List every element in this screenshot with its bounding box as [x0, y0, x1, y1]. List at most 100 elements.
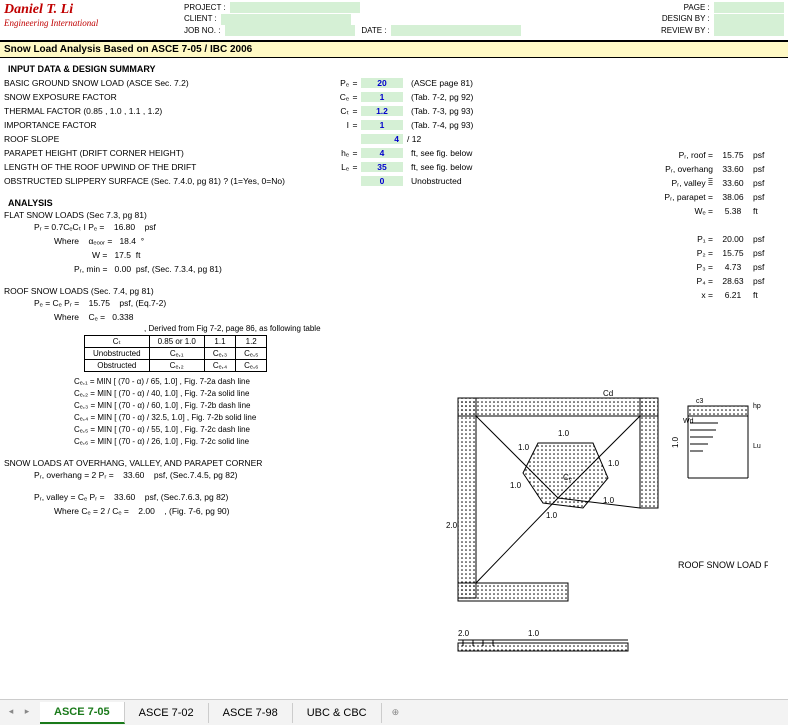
- result-row: Pᵣ, overhang =33.60psf: [658, 164, 778, 178]
- oh-l1: Pᵣ, overhang = 2 Pᵣ =: [34, 470, 114, 480]
- result-unit: psf: [753, 262, 778, 276]
- input-row: SNOW EXPOSURE FACTORCₑ=1(Tab. 7-2, pg 92…: [4, 90, 784, 104]
- tab-asce-7-02[interactable]: ASCE 7-02: [125, 703, 209, 723]
- oh-u2: psf, (Sec.7.6.3, pg 82): [145, 492, 229, 502]
- project-input[interactable]: [230, 2, 360, 13]
- table-cell: Cₑ,₄: [204, 360, 235, 372]
- result-row: x =6.21ft: [658, 290, 778, 304]
- result-unit: psf: [753, 234, 778, 248]
- result-val: 33.60: [713, 164, 753, 178]
- tab-ubc-cbc[interactable]: UBC & CBC: [293, 703, 382, 723]
- svg-text:1.0: 1.0: [518, 443, 530, 452]
- brand-sub: Engineering International: [4, 18, 184, 28]
- results-column: Pᵣ, roof =15.75psfPᵣ, overhang =33.60psf…: [658, 150, 778, 304]
- svg-text:Lu: Lu: [753, 443, 761, 450]
- result-val: 4.73: [713, 262, 753, 276]
- review-input[interactable]: [714, 25, 784, 36]
- flat-wu: ft: [136, 250, 141, 260]
- project-label: PROJECT :: [184, 3, 226, 12]
- input-value[interactable]: 20: [361, 78, 403, 88]
- page-label: PAGE :: [684, 3, 710, 12]
- oh-v3: 2.00: [138, 506, 155, 516]
- flat-av: 18.4: [119, 236, 136, 246]
- input-row: IMPORTANCE FACTORI=1(Tab. 7-4, pg 93): [4, 118, 784, 132]
- add-sheet-icon[interactable]: ⊕: [382, 703, 410, 722]
- input-label: PARAPET HEIGHT (DRIFT CORNER HEIGHT): [4, 148, 314, 158]
- table-cell: 1.1: [204, 336, 235, 348]
- title-bar: Snow Load Analysis Based on ASCE 7-05 / …: [0, 40, 788, 58]
- roof-where: Where: [54, 312, 79, 322]
- formula-line: Cₑ,₁ = MIN [ (70 - α) / 65, 1.0] , Fig. …: [74, 376, 784, 388]
- result-sym: Pᵣ, overhang =: [658, 164, 713, 178]
- input-label: OBSTRUCTED SLIPPERY SURFACE (Sec. 7.4.0,…: [4, 176, 314, 186]
- result-val: [713, 220, 753, 234]
- table-cell: Unobstructed: [85, 348, 150, 360]
- flat-where: Where: [54, 236, 79, 246]
- result-sym: P₄ =: [658, 276, 713, 290]
- date-label: DATE :: [361, 26, 386, 35]
- client-label: CLIENT :: [184, 14, 217, 23]
- svg-text:Cd: Cd: [603, 389, 613, 398]
- result-val: 20.00: [713, 234, 753, 248]
- flat-w: W =: [92, 250, 107, 260]
- tab-asce-7-05[interactable]: ASCE 7-05: [40, 702, 125, 724]
- result-val: 15.75: [713, 150, 753, 164]
- flat-wv: 17.5: [114, 250, 131, 260]
- result-unit: psf: [753, 178, 778, 192]
- input-label: THERMAL FACTOR (0.85 , 1.0 , 1.1 , 1.2): [4, 106, 314, 116]
- input-value[interactable]: 35: [361, 162, 403, 172]
- result-val: 33.60: [713, 178, 753, 192]
- result-row: [658, 220, 778, 234]
- input-value[interactable]: 0: [361, 176, 403, 186]
- result-sym: P₃ =: [658, 262, 713, 276]
- input-label: BASIC GROUND SNOW LOAD (ASCE Sec. 7.2): [4, 78, 314, 88]
- design-input[interactable]: [714, 14, 784, 25]
- svg-text:c3: c3: [696, 398, 704, 405]
- roof-unit: psf, (Eq.7-2): [119, 298, 166, 308]
- result-val: 15.75: [713, 248, 753, 262]
- result-sym: Pᵣ, parapet =: [658, 192, 713, 206]
- meta-right: PAGE : DESIGN BY : REVIEW BY :: [661, 2, 784, 36]
- result-val: 6.21: [713, 290, 753, 304]
- date-input[interactable]: [391, 25, 521, 36]
- result-sym: Pᵣ, valley =: [658, 178, 713, 192]
- svg-text:1.0: 1.0: [671, 436, 680, 448]
- roof-slope-row: ROOF SLOPE 4 / 12: [4, 132, 784, 146]
- svg-text:2.0: 2.0: [446, 521, 458, 530]
- input-section-head: INPUT DATA & DESIGN SUMMARY: [4, 58, 784, 76]
- table-cell: Cₑ,₅: [236, 348, 267, 360]
- review-label: REVIEW BY :: [661, 26, 710, 35]
- page-input[interactable]: [714, 2, 784, 13]
- input-sym: Cₜ: [314, 106, 349, 117]
- roof-slope-label: ROOF SLOPE: [4, 134, 314, 144]
- slope-num[interactable]: 4: [361, 134, 403, 144]
- roof-val: 15.75: [89, 298, 110, 308]
- result-row: Pᵣ, parapet =38.06psf: [658, 192, 778, 206]
- flat-unit: psf: [145, 222, 156, 232]
- result-sym: Wₑ =: [658, 206, 713, 220]
- tab-asce-7-98[interactable]: ASCE 7-98: [209, 703, 293, 723]
- jobno-input[interactable]: [225, 25, 355, 36]
- input-note: (ASCE page 81): [411, 78, 473, 88]
- input-value[interactable]: 1: [361, 92, 403, 102]
- svg-text:1.0: 1.0: [528, 629, 540, 638]
- brand: Daniel T. Li Engineering International: [4, 2, 184, 28]
- flat-eq: Pᵣ = 0.7CₑCₜ I Pₑ =: [34, 222, 104, 233]
- input-value[interactable]: 1: [361, 120, 403, 130]
- header: Daniel T. Li Engineering International P…: [0, 0, 788, 38]
- client-input[interactable]: [221, 14, 351, 25]
- input-value[interactable]: 4: [361, 148, 403, 158]
- result-row: Wₑ =5.38ft: [658, 206, 778, 220]
- flat-pminv: 0.00: [115, 264, 132, 274]
- table-cell: Cₑ,₂: [149, 360, 204, 372]
- input-value[interactable]: 1.2: [361, 106, 403, 116]
- roof-eq: Pₑ = Cₑ Pᵣ =: [34, 298, 79, 308]
- flat-a: αₑₒₒᵣ =: [89, 236, 113, 246]
- svg-text:2.0: 2.0: [458, 629, 470, 638]
- table-cell: 0.85 or 1.0: [149, 336, 204, 348]
- nav-prev-icon[interactable]: ◂: [4, 706, 18, 720]
- input-row: THERMAL FACTOR (0.85 , 1.0 , 1.1 , 1.2)C…: [4, 104, 784, 118]
- result-row: P₁ =20.00psf: [658, 234, 778, 248]
- svg-text:hp: hp: [753, 403, 761, 410]
- nav-next-icon[interactable]: ▸: [20, 706, 34, 720]
